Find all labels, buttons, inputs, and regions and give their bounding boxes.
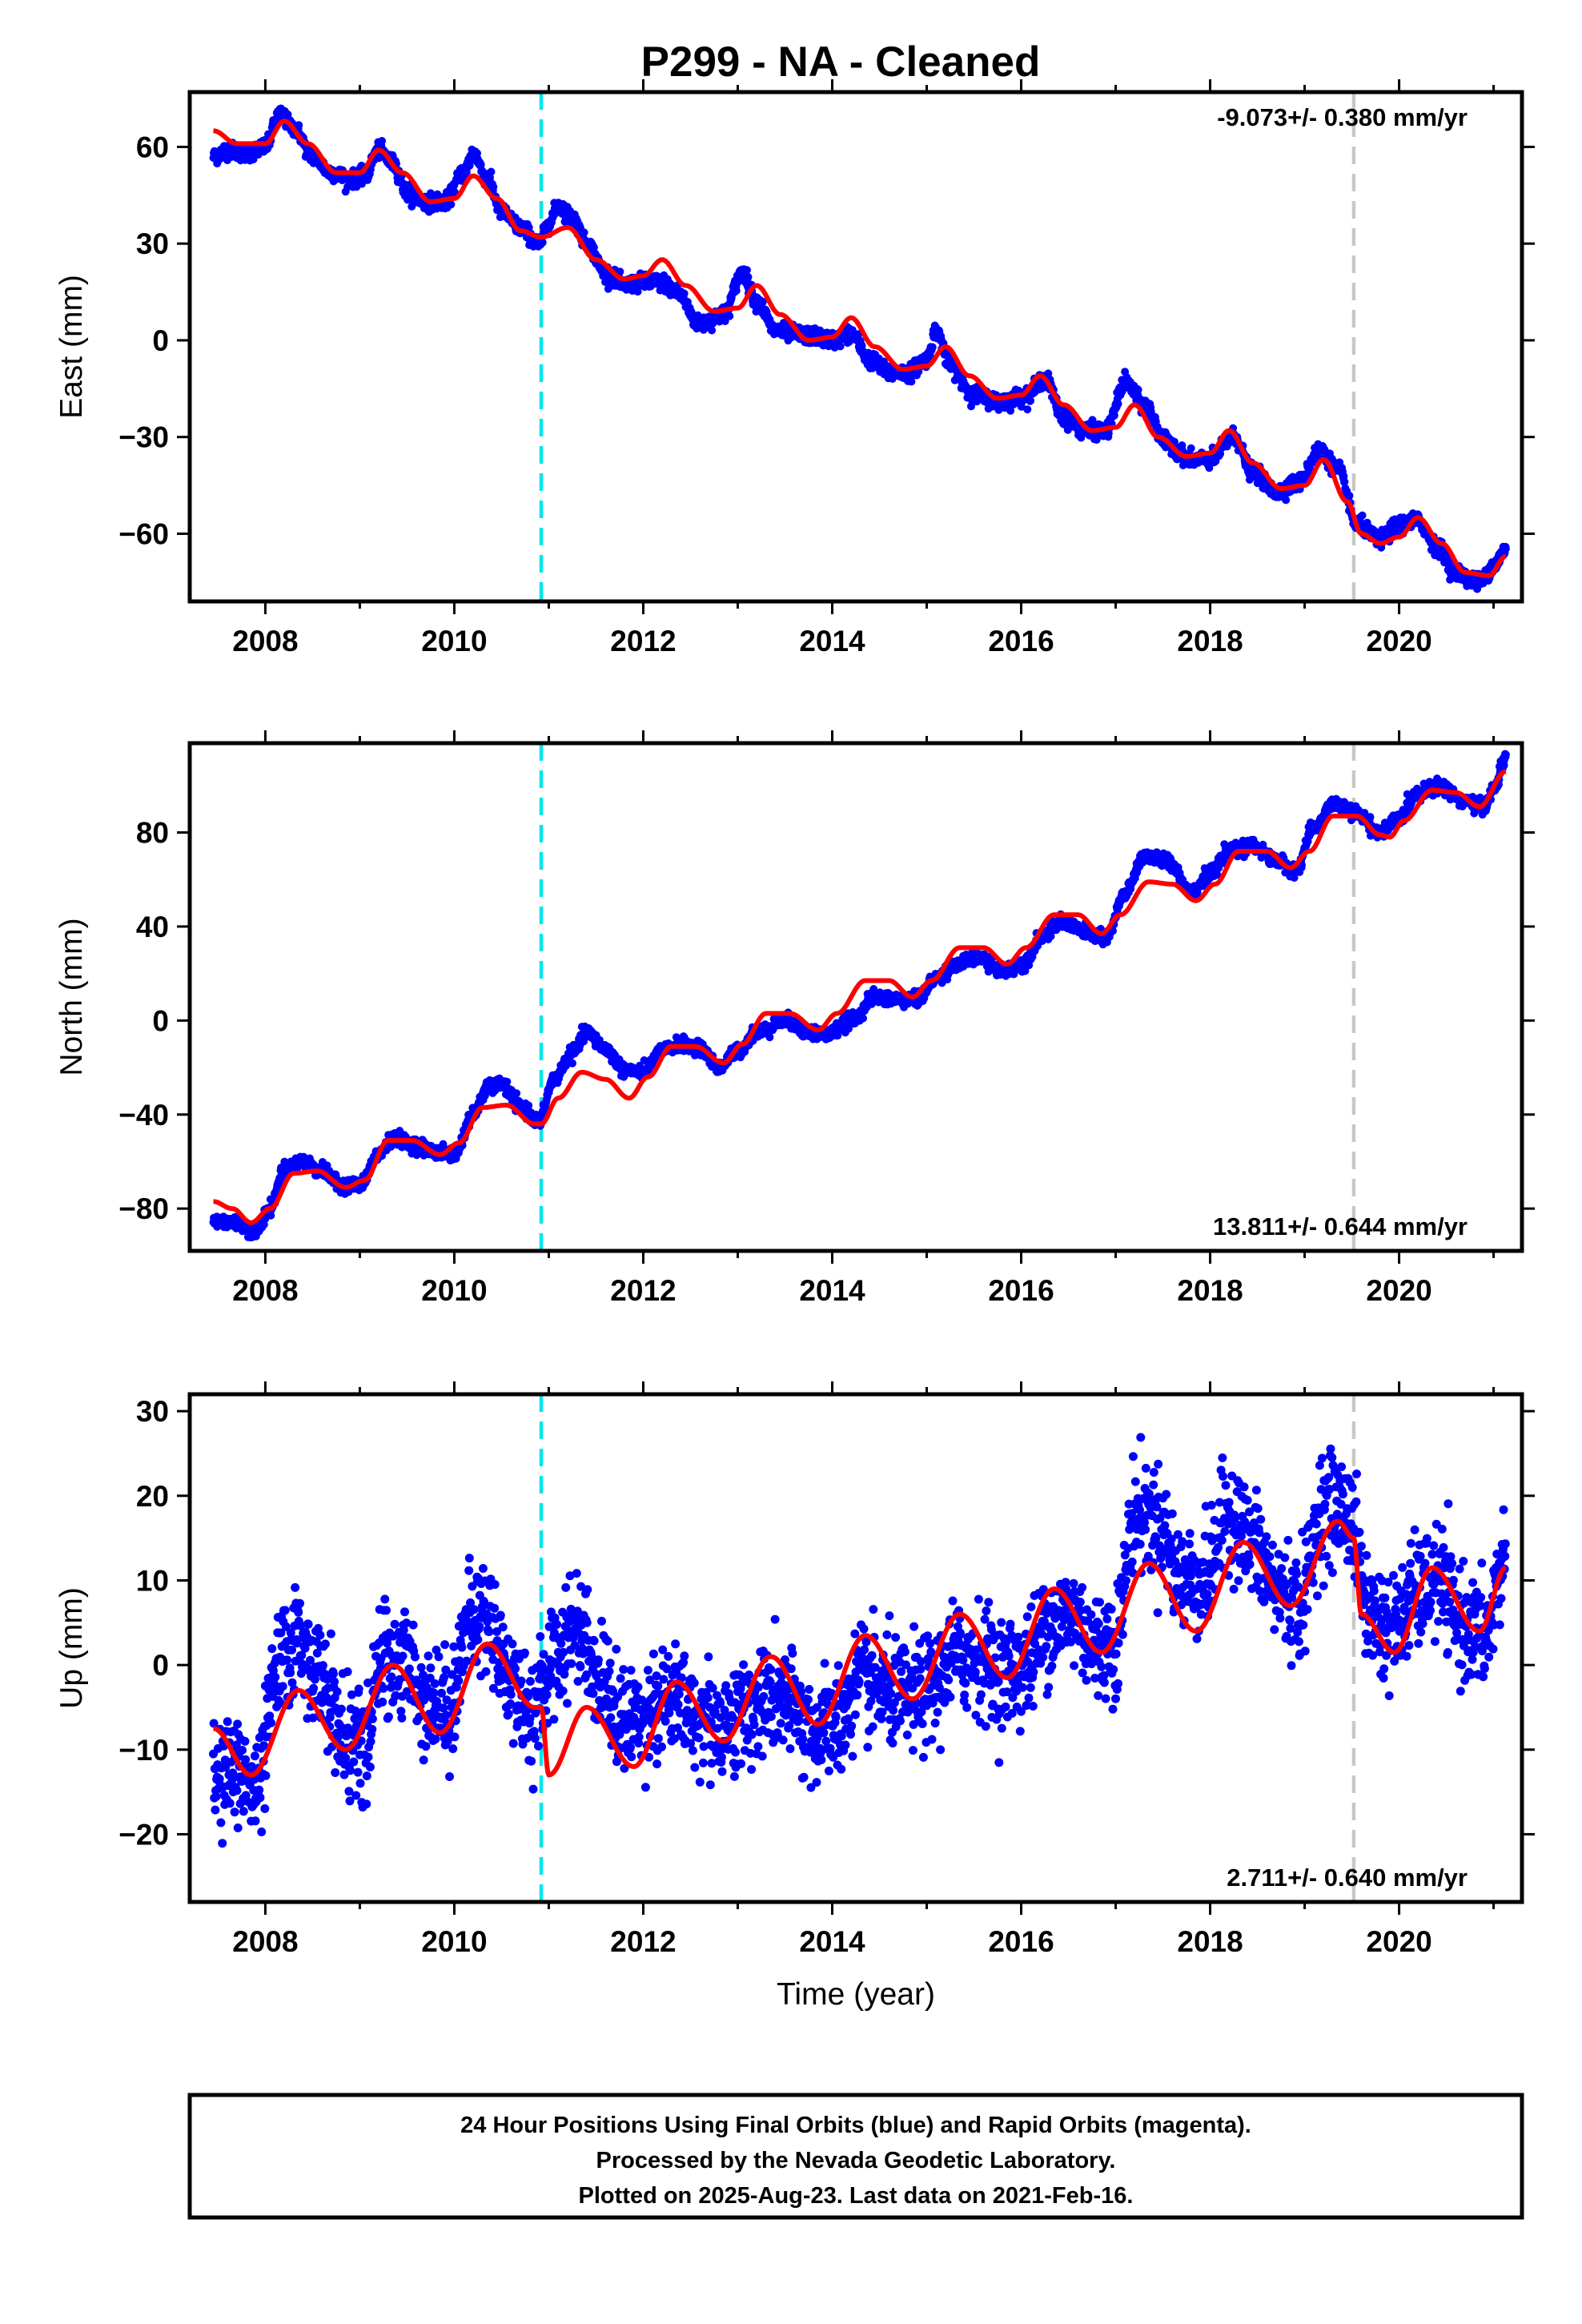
data-point bbox=[503, 1077, 512, 1086]
velocity-label: -9.073+/- 0.380 mm/yr bbox=[1217, 103, 1468, 131]
data-point bbox=[580, 228, 588, 237]
y-tick-label: −30 bbox=[118, 421, 169, 454]
observed-points bbox=[209, 750, 1510, 1242]
data-point bbox=[487, 167, 496, 176]
data-point bbox=[295, 121, 303, 130]
plot-area bbox=[209, 743, 1510, 1251]
data-point bbox=[1345, 492, 1354, 500]
panel-east: 2008 2010 2012 2014 2016 2018 2020 −60 −30 0 30 60 E… bbox=[54, 79, 1535, 657]
data-point bbox=[1110, 411, 1118, 420]
data-point bbox=[1501, 545, 1510, 553]
data-point bbox=[1088, 416, 1097, 424]
data-point bbox=[1023, 405, 1032, 414]
data-point bbox=[568, 1059, 576, 1068]
data-point bbox=[1340, 477, 1349, 486]
data-point bbox=[732, 287, 741, 295]
model-fit-line bbox=[211, 119, 1508, 578]
data-point bbox=[1186, 444, 1195, 452]
data-point bbox=[680, 289, 689, 298]
x-tick-label: 2016 bbox=[988, 625, 1054, 657]
x-tick-label: 2014 bbox=[799, 625, 865, 657]
data-point bbox=[489, 183, 498, 191]
y-tick-label: −60 bbox=[118, 517, 169, 550]
data-point bbox=[267, 1211, 275, 1220]
x-tick-label: 2018 bbox=[1177, 625, 1243, 657]
data-point bbox=[765, 1033, 774, 1042]
data-point bbox=[928, 343, 937, 352]
data-point bbox=[378, 137, 386, 145]
y-tick-label: 0 bbox=[152, 324, 169, 357]
data-point bbox=[1044, 369, 1053, 378]
y-axis-label: East (mm) bbox=[54, 275, 89, 419]
data-point bbox=[476, 160, 485, 169]
data-point bbox=[524, 223, 533, 231]
observed-points bbox=[209, 104, 1510, 593]
data-point bbox=[524, 1101, 533, 1110]
data-point bbox=[758, 297, 767, 306]
data-point bbox=[408, 202, 416, 211]
plot-area bbox=[209, 92, 1510, 601]
figure-title: P299 - NA - Cleaned bbox=[641, 38, 1041, 86]
data-point bbox=[589, 243, 598, 251]
panels: 2008 2010 2012 2014 2016 2018 2020 −60 −30 0 30 60 E… bbox=[54, 79, 1535, 2012]
data-point bbox=[512, 1089, 521, 1098]
data-point bbox=[447, 200, 456, 209]
x-tick-label: 2020 bbox=[1366, 625, 1431, 657]
data-point bbox=[633, 287, 642, 296]
y-tick-label: 30 bbox=[136, 227, 169, 260]
data-point bbox=[836, 342, 845, 351]
data-point bbox=[1306, 464, 1315, 473]
data-point bbox=[743, 266, 751, 275]
data-point bbox=[1358, 511, 1367, 520]
data-point bbox=[708, 326, 717, 335]
data-point bbox=[1114, 400, 1122, 408]
data-point bbox=[1339, 472, 1348, 480]
y-tick-label: 60 bbox=[136, 131, 169, 163]
data-point bbox=[1006, 406, 1015, 415]
data-point bbox=[1134, 385, 1142, 394]
panel-frame bbox=[187, 90, 1524, 604]
data-point bbox=[1026, 396, 1035, 405]
panel-north: 2008 2010 2012 2014 2016 2018 2020−80−4004080N… bbox=[54, 730, 1535, 1307]
data-point bbox=[744, 272, 753, 281]
data-point bbox=[616, 267, 624, 276]
x-tick-label: 2012 bbox=[610, 625, 676, 657]
x-tick-label: 2008 bbox=[232, 625, 298, 657]
data-point bbox=[725, 312, 734, 320]
data-point bbox=[1282, 496, 1291, 505]
data-point bbox=[538, 238, 547, 247]
x-tick-label: 2010 bbox=[421, 625, 487, 657]
